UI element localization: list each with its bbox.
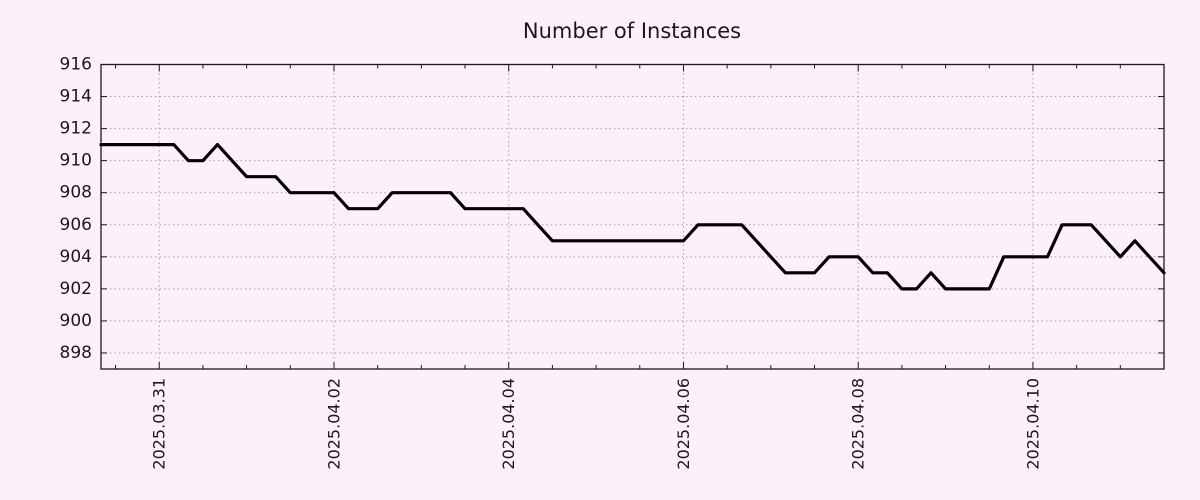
plot-border	[100, 63, 1165, 370]
gridlines	[101, 64, 1164, 369]
axis-labels: 898 900 902 904 906 908 910 912 914 916 2025.03.31…	[60, 55, 1043, 470]
y-tick-label: 904	[60, 247, 92, 267]
y-tick-label: 910	[60, 151, 92, 171]
y-tick-label: 912	[60, 119, 92, 139]
x-tick-label: 2025.04.10	[1023, 378, 1042, 470]
y-tick-label: 908	[60, 183, 92, 203]
y-tick-label: 900	[60, 311, 92, 331]
chart-title: Number of Instances	[523, 19, 741, 43]
y-tick-label: 914	[60, 87, 92, 107]
tick-marks	[101, 64, 1165, 369]
y-tick-label: 902	[60, 279, 92, 299]
x-tick-label: 2025.04.08	[849, 378, 868, 470]
x-tick-label: 2025.04.02	[324, 378, 343, 470]
y-tick-label: 916	[60, 55, 92, 75]
x-tick-label: 2025.04.06	[674, 378, 693, 470]
instances-series-line	[99, 143, 1166, 291]
y-tick-label: 906	[60, 215, 92, 235]
y-tick-label: 898	[60, 343, 92, 363]
x-tick-label: 2025.03.31	[150, 378, 169, 470]
x-tick-label: 2025.04.04	[499, 378, 518, 470]
